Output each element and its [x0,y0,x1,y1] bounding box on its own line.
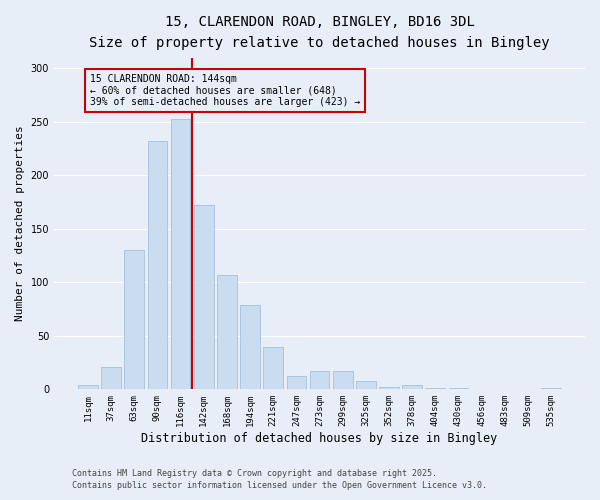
Bar [356,381,376,390]
Title: 15, CLARENDON ROAD, BINGLEY, BD16 3DL
Size of property relative to detached hous: 15, CLARENDON ROAD, BINGLEY, BD16 3DL Si… [89,15,550,50]
Bar [287,376,306,390]
Bar [148,141,167,390]
Bar [171,118,190,390]
Bar [333,371,353,390]
Bar [78,385,98,390]
Bar [402,385,422,390]
Bar [194,206,214,390]
Bar [449,388,468,390]
Bar [217,275,237,390]
Bar [310,371,329,390]
Bar [240,305,260,390]
X-axis label: Distribution of detached houses by size in Bingley: Distribution of detached houses by size … [142,432,497,445]
Bar [379,387,399,390]
Y-axis label: Number of detached properties: Number of detached properties [15,126,25,322]
Bar [263,346,283,390]
Text: Contains HM Land Registry data © Crown copyright and database right 2025.
Contai: Contains HM Land Registry data © Crown c… [72,468,487,490]
Text: 15 CLARENDON ROAD: 144sqm
← 60% of detached houses are smaller (648)
39% of semi: 15 CLARENDON ROAD: 144sqm ← 60% of detac… [90,74,360,107]
Bar [425,388,445,390]
Bar [101,367,121,390]
Bar [541,388,561,390]
Bar [124,250,144,390]
